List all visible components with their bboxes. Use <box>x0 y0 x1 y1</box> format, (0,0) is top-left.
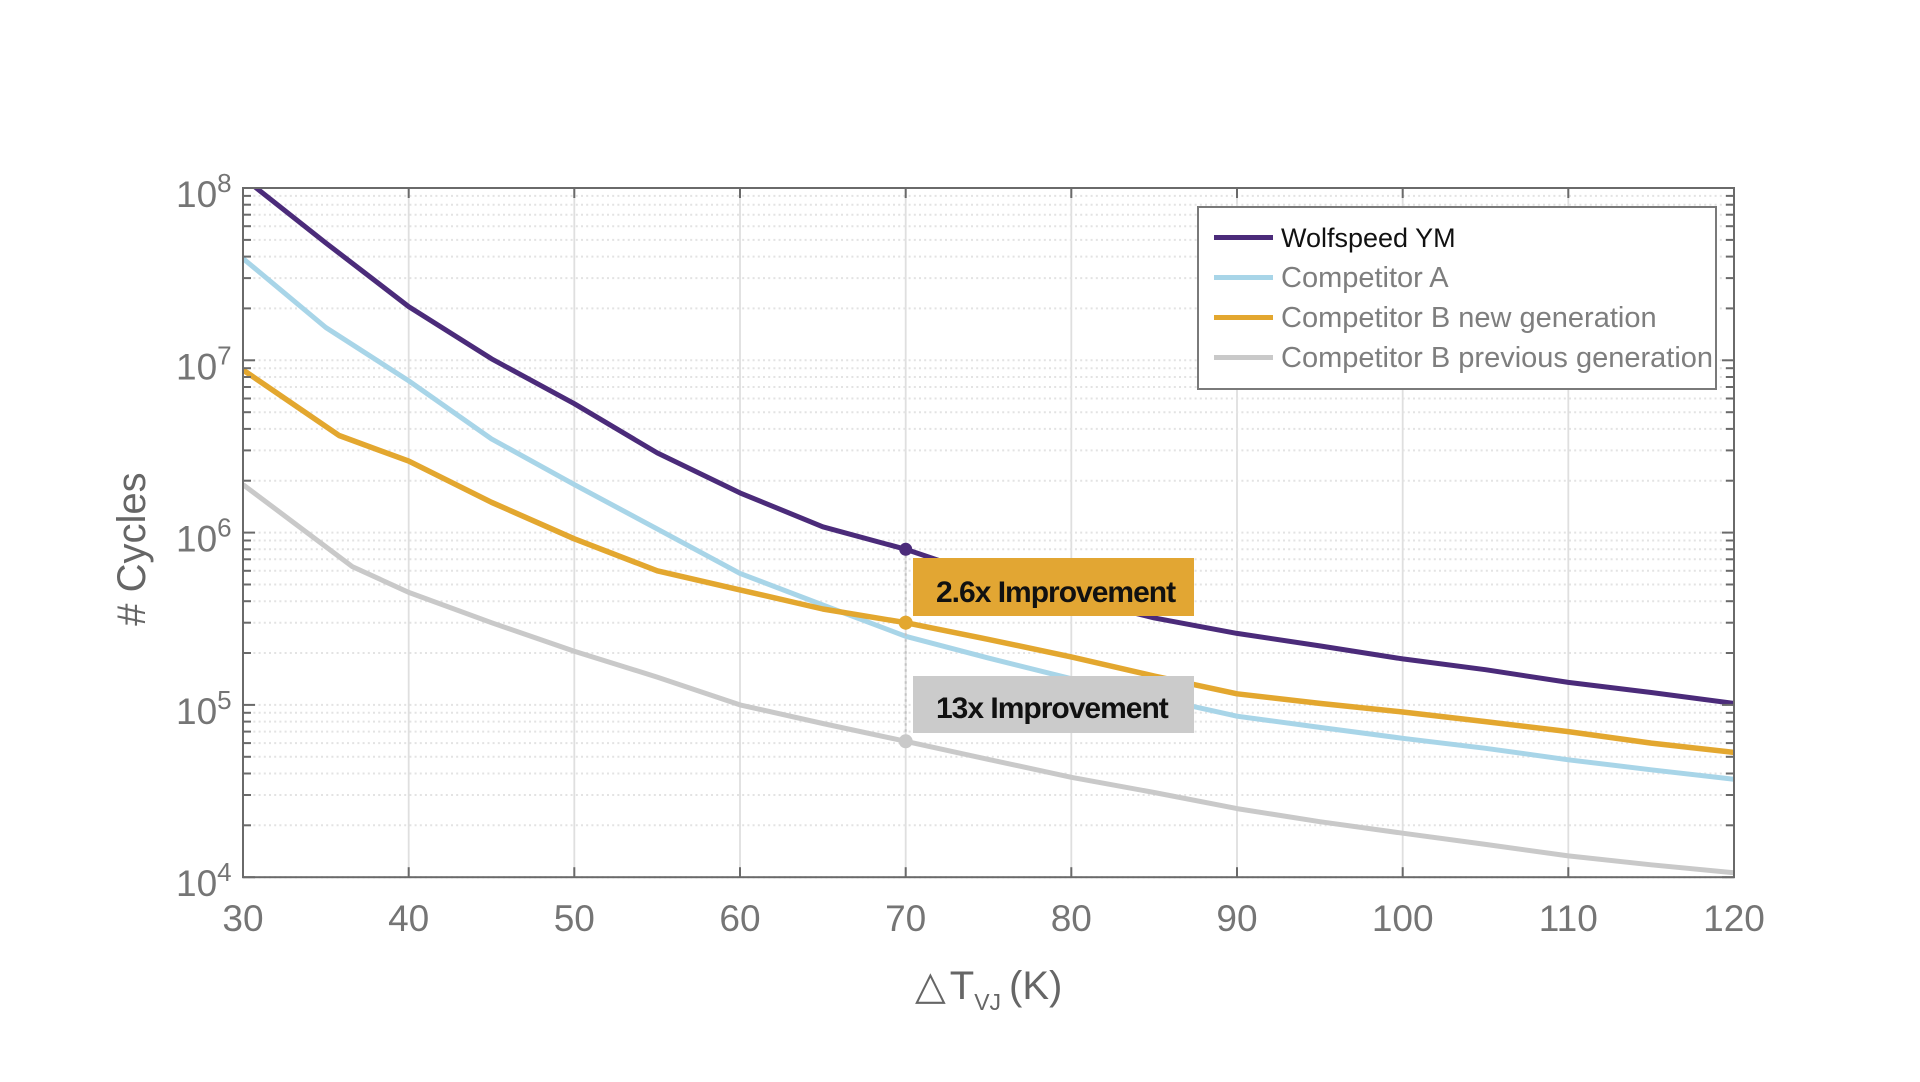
svg-text:70: 70 <box>885 898 926 939</box>
svg-text:120: 120 <box>1703 898 1765 939</box>
svg-text:80: 80 <box>1051 898 1092 939</box>
svg-text:13x Improvement: 13x Improvement <box>936 692 1169 725</box>
svg-text:40: 40 <box>388 898 429 939</box>
svg-text:100: 100 <box>1372 898 1434 939</box>
svg-text:50: 50 <box>554 898 595 939</box>
svg-text:2.6x Improvement: 2.6x Improvement <box>936 576 1176 609</box>
svg-text:105: 105 <box>176 685 232 732</box>
svg-text:30: 30 <box>222 898 263 939</box>
svg-text:110: 110 <box>1539 898 1598 939</box>
svg-text:60: 60 <box>719 898 760 939</box>
svg-text:Competitor A: Competitor A <box>1281 262 1449 294</box>
svg-text:Competitor B new generation: Competitor B new generation <box>1281 302 1657 334</box>
svg-text:# Cycles: # Cycles <box>110 472 154 625</box>
svg-text:90: 90 <box>1216 898 1257 939</box>
svg-text:△TVJ(K): △ TVJ (K) <box>915 964 1062 1015</box>
svg-text:106: 106 <box>176 513 232 560</box>
svg-text:Competitor B previous generati: Competitor B previous generation <box>1281 342 1713 374</box>
svg-text:Wolfspeed YM: Wolfspeed YM <box>1281 223 1456 253</box>
